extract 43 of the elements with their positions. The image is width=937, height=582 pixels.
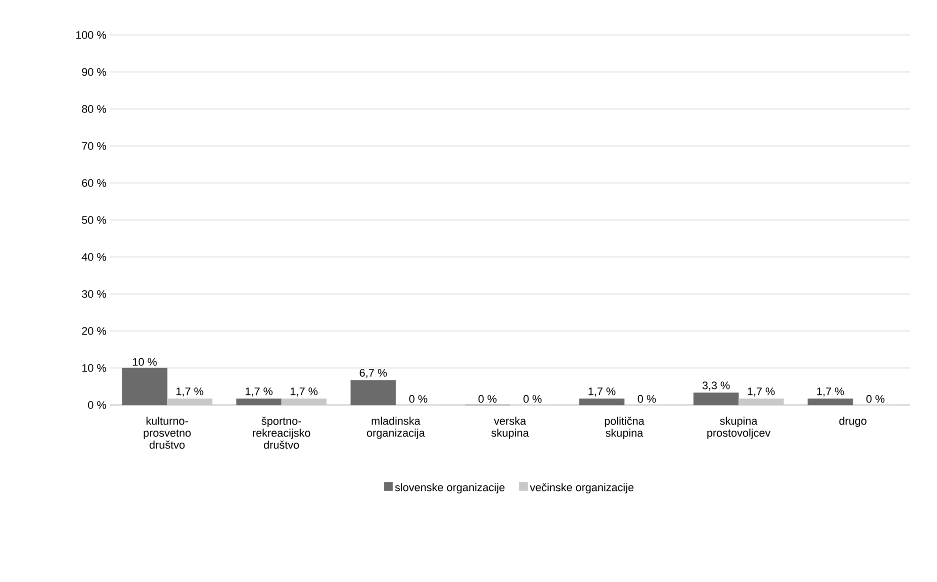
bar (167, 398, 212, 406)
data-label: 1,7 % (290, 388, 318, 396)
legend-label: večinske organizacije (530, 483, 634, 494)
data-label: 0 % (638, 395, 656, 403)
y-tick-label: 20 % (82, 327, 106, 335)
x-tick-label: mladinska organizacija (366, 416, 425, 439)
x-tick-label: politična skupina (604, 416, 644, 439)
data-label: 1,7 % (176, 388, 204, 396)
y-tick-label: 0 % (88, 401, 106, 409)
bar (350, 380, 396, 406)
bar (693, 392, 739, 406)
data-label: 0 % (409, 395, 428, 403)
y-tick-label: 100 % (76, 31, 106, 39)
legend-label: slovenske organizacije (395, 483, 505, 494)
bar (579, 398, 624, 406)
data-label: 1,7 % (748, 388, 775, 396)
data-label: 0 % (478, 395, 497, 403)
data-label: 10 % (132, 358, 157, 366)
x-tick-label: športno-rekreacijsko društvo (252, 416, 310, 449)
x-tick-label: drugo (839, 416, 866, 427)
y-tick-label: 10 % (82, 364, 106, 372)
x-tick-label: skupina prostovoljcev (707, 416, 771, 439)
bar (122, 368, 168, 406)
bar (808, 398, 854, 406)
bar (281, 398, 327, 406)
bar (236, 398, 282, 406)
y-tick-label: 70 % (82, 142, 106, 150)
y-tick-label: 90 % (82, 68, 106, 76)
x-tick-label: kulturno-prosvetno društvo (144, 416, 191, 449)
y-tick-label: 40 % (82, 253, 106, 261)
data-label: 6,7 % (360, 368, 387, 378)
y-tick-label: 80 % (82, 105, 106, 113)
data-label: 1,7 % (246, 388, 273, 396)
y-tick-label: 30 % (82, 290, 106, 298)
bar (738, 398, 784, 406)
data-label: 0 % (523, 395, 542, 403)
y-tick-label: 60 % (82, 179, 106, 187)
data-label: 3,3 % (702, 382, 730, 391)
data-label: 1,7 % (588, 388, 616, 396)
data-label: 1,7 % (817, 388, 844, 396)
x-tick-label: verska skupina (491, 416, 529, 439)
y-tick-label: 50 % (82, 216, 106, 224)
data-label: 0 % (866, 395, 884, 403)
